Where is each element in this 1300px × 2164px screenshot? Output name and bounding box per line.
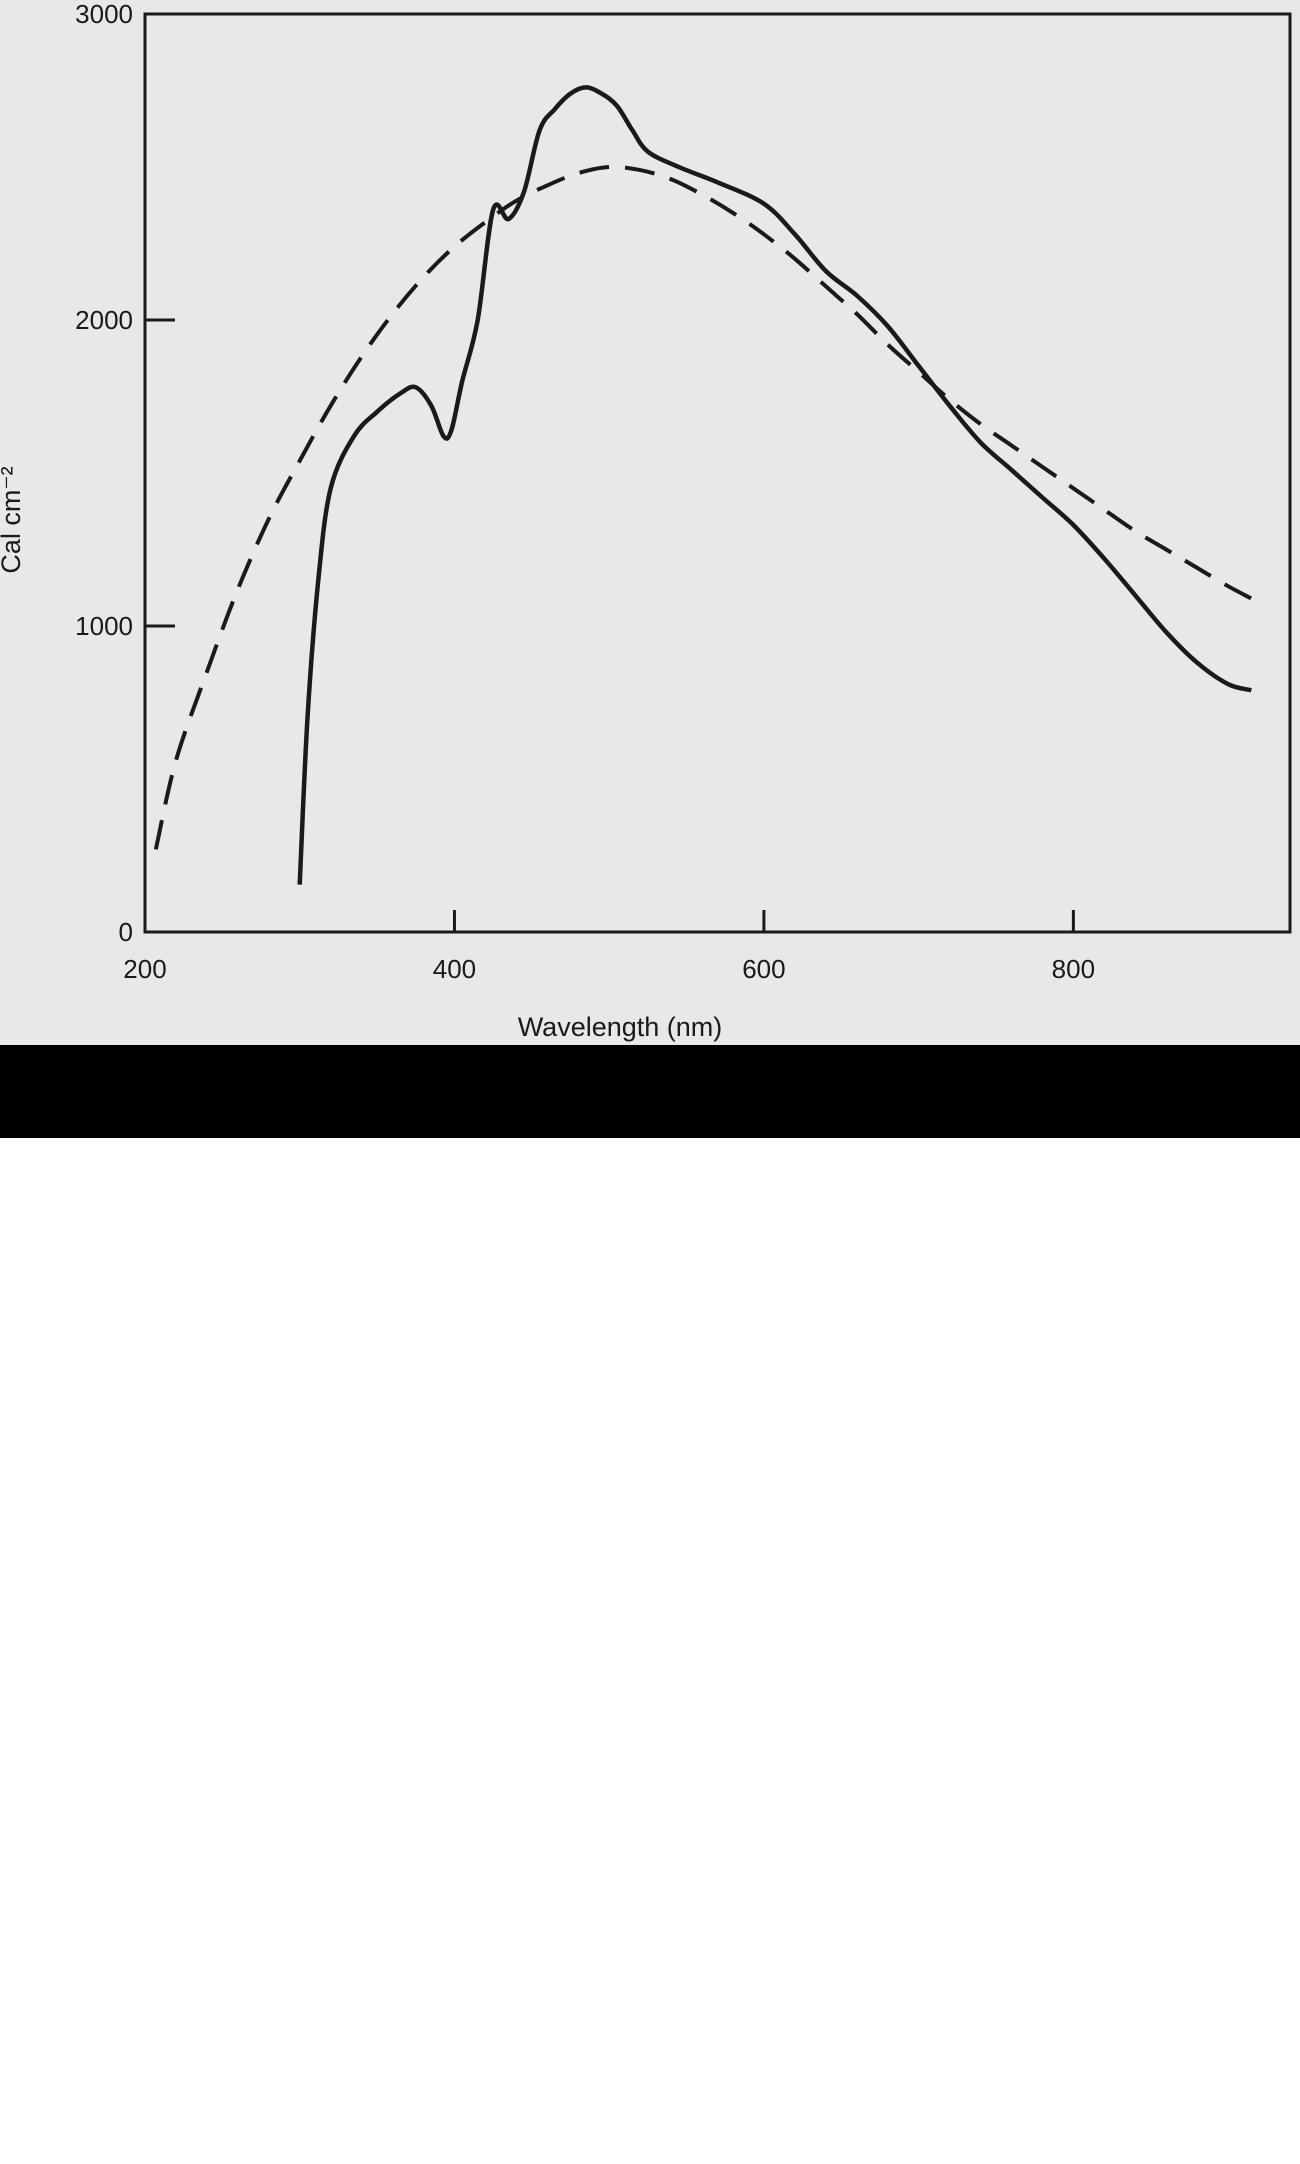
y-tick-label: 3000 [75,0,133,29]
x-axis-label: Wavelength (nm) [518,1012,723,1042]
chart-figure: 0 1000 2000 3000 200 400 600 800 Wavelength (n… [0,0,1300,1045]
x-tick-label: 400 [433,954,476,984]
y-axis-ticks: 0 1000 2000 3000 [75,0,175,947]
series-layer [153,85,1253,885]
watermark-banner: alamy Image ID: 2AM235B www.alamy.com [0,1045,1300,2164]
x-tick-label: 800 [1052,954,1095,984]
chart-svg: 0 1000 2000 3000 200 400 600 800 Wavelength (n… [0,0,1292,1042]
image-id-text: Image ID: 2AM235B [1075,2105,1256,2127]
y-tick-label: 1000 [75,611,133,641]
dashed-series-line [153,164,1253,850]
x-tick-label: 600 [742,954,785,984]
y-tick-label: 0 [119,917,133,947]
y-axis-label: Cal cm⁻² [0,466,26,573]
y-tick-label: 2000 [75,305,133,335]
x-tick-label: 200 [123,954,166,984]
alamy-logo: alamy [42,2113,187,2164]
site-url-text: www.alamy.com [1113,2137,1256,2159]
plot-frame [143,12,1292,934]
solid-series-line [297,85,1252,885]
x-axis-ticks: 200 400 600 800 [123,910,1095,984]
